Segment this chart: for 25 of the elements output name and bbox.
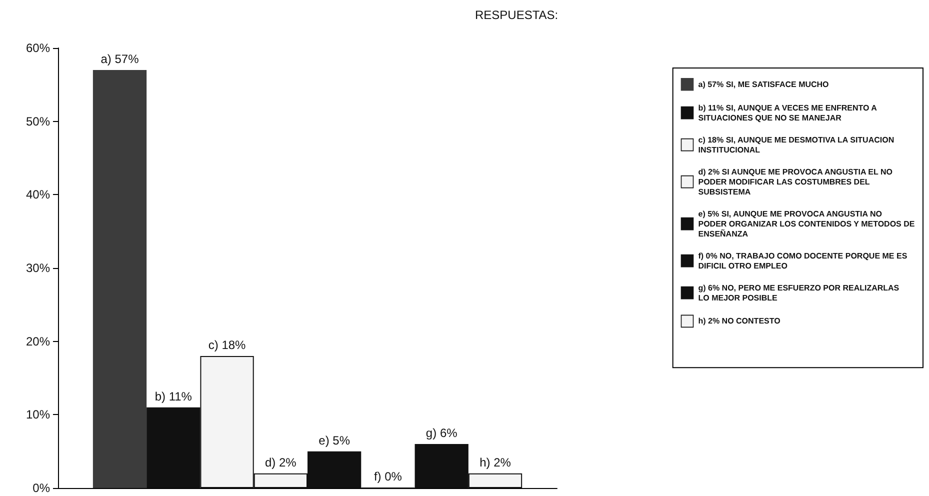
legend-label: a) 57% SI, ME SATISFACE MUCHO — [698, 80, 829, 89]
legend-label: d) 2% SI AUNQUE ME PROVOCA ANGUSTIA EL NO PODER MODIFICAR LAS COSTUMBRES DEL SUBSISTEMA — [698, 167, 892, 196]
legend-label: b) 11% SI, AUNQUE A VECES ME ENFRENTO A SITUACIONES QUE NO SE MANEJAR — [698, 103, 878, 122]
data-label: e) 5% — [318, 433, 350, 448]
data-label: c) 18% — [208, 338, 246, 352]
y-tick-label: 30% — [26, 261, 50, 275]
data-label: a) 57% — [100, 52, 140, 66]
data-label: f) 0% — [374, 470, 402, 484]
y-tick-label: 10% — [26, 408, 50, 422]
legend-label: e) 5% SI, AUNQUE ME PROVOCA ANGUSTIA NO PODER ORGANIZAR LOS CONTENIDOS Y METODOS DE ENSEÑANZA — [698, 209, 916, 238]
y-tick-label: 0% — [32, 481, 50, 495]
y-tick-label: 20% — [26, 334, 50, 348]
legend-label: c) 18% SI, AUNQUE ME DESMOTIVA LA SITUACION INSTITUCIONAL — [698, 135, 894, 154]
y-tick-label: 60% — [26, 41, 50, 55]
legend-label: f) 0% NO, TRABAJO COMO DOCENTE PORQUE ME ES DIFICIL OTRO EMPLEO — [698, 251, 908, 270]
bar — [92, 70, 147, 488]
data-label: h) 2% — [480, 455, 512, 470]
data-label: b) 11% — [154, 389, 192, 404]
data-label: g) 6% — [426, 426, 458, 440]
legend-label: h) 2% NO CONTESTO — [698, 316, 780, 326]
y-tick-label: 40% — [26, 188, 50, 202]
legend-label: g) 6% NO, PERO ME ESFUERZO POR REALIZARLAS LO MEJOR POSIBLE — [698, 283, 900, 302]
chart-title: RESPUESTAS: — [475, 8, 558, 22]
data-label: d) 2% — [265, 455, 297, 470]
y-tick-label: 50% — [26, 114, 50, 128]
